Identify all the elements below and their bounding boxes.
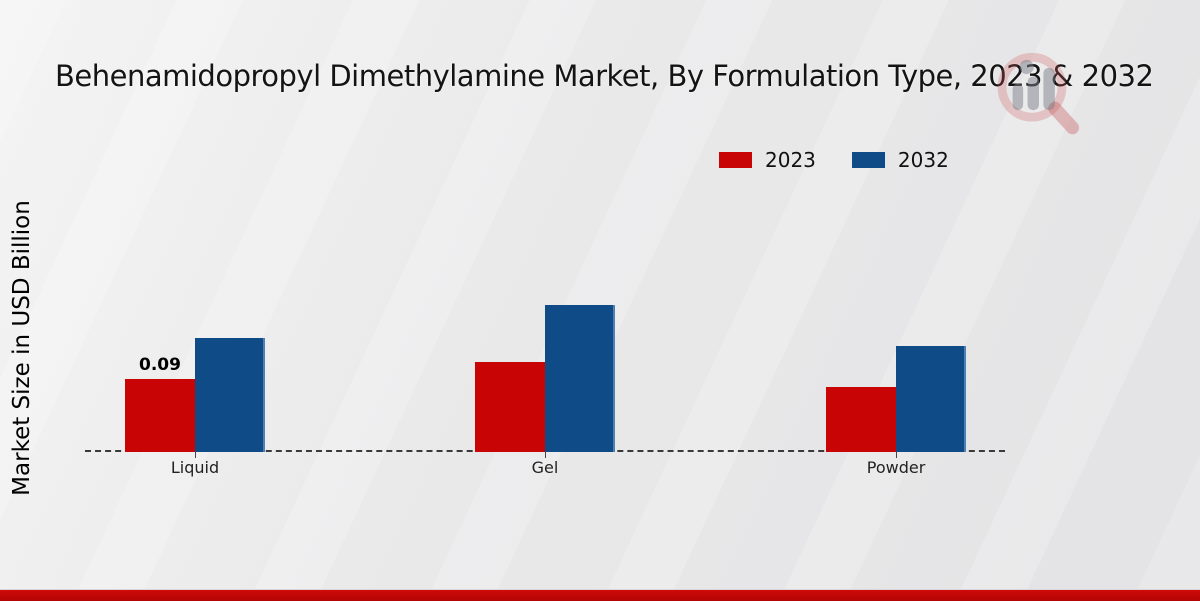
legend-label-2032: 2032: [897, 148, 949, 172]
x-axis-tick: [195, 452, 196, 458]
footer-accent-bar: [0, 589, 1200, 601]
category-label-liquid: Liquid: [170, 458, 220, 477]
legend-swatch-2023: [719, 152, 752, 168]
legend-label-2023: 2023: [765, 148, 816, 172]
legend-swatch-2032: [851, 152, 885, 168]
category-label-gel: Gel: [531, 458, 559, 477]
bar-value-label: 0.09: [139, 355, 181, 375]
chart-title: Behenamidopropyl Dimethylamine Market, B…: [55, 59, 1154, 94]
market-research-future-watermark-logo: [997, 52, 1080, 135]
bar-2023-liquid: [125, 379, 195, 452]
bar-2023-powder: [826, 387, 896, 452]
bar-2032-powder: [896, 346, 966, 452]
bar-2023-gel: [475, 362, 545, 452]
legend-item-2023: 2023: [719, 148, 816, 172]
legend: 2023 2032: [719, 148, 949, 172]
legend-item-2032: 2032: [851, 148, 949, 172]
x-axis-tick: [896, 452, 897, 458]
bar-2032-gel: [545, 305, 615, 452]
x-axis-tick: [545, 452, 546, 458]
category-label-powder: Powder: [866, 458, 926, 477]
bar-2032-liquid: [195, 338, 265, 452]
